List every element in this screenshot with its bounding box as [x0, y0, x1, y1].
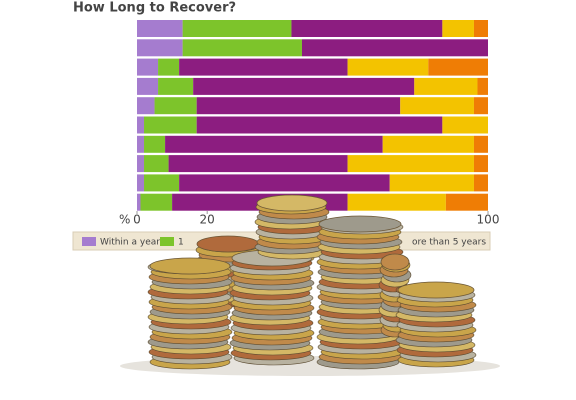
bar-segment	[347, 155, 474, 173]
legend-swatch	[160, 237, 174, 246]
legend: Within a year 1 ore than 5 years	[82, 237, 486, 248]
bar-segment	[137, 77, 159, 95]
bar-segment	[137, 58, 159, 76]
x-axis-label: %	[119, 213, 130, 227]
bar-segment	[473, 135, 488, 153]
bar-segment	[400, 97, 474, 115]
bar-segment	[473, 155, 488, 173]
bar-segment	[137, 97, 155, 115]
bar-segment	[158, 77, 194, 95]
coin-top	[318, 215, 402, 233]
bar-segment	[428, 58, 488, 76]
bar-segment	[347, 58, 429, 76]
bar-segment	[442, 20, 474, 37]
bar-segment	[137, 193, 141, 211]
x-tick-label: 0	[133, 213, 141, 227]
coin-top	[380, 253, 410, 271]
bar-segment	[144, 116, 197, 134]
bar-segment	[291, 20, 443, 37]
bar-segment	[137, 116, 145, 134]
bar-segment	[137, 135, 145, 153]
legend-label: ore than 5 years	[412, 238, 486, 248]
bar-segment	[389, 174, 474, 192]
bar-segment	[196, 97, 401, 115]
bar-segment	[179, 174, 390, 192]
bar-segment	[137, 39, 183, 57]
bar-segment	[179, 58, 348, 76]
bar-segment	[140, 193, 173, 211]
coin-top	[149, 257, 231, 275]
bar-segment	[301, 39, 488, 57]
bar-segment	[414, 77, 478, 95]
coin-top	[256, 194, 328, 212]
bar-segment	[144, 155, 169, 173]
bar-segment	[442, 116, 488, 134]
chart-title: How Long to Recover?	[73, 1, 236, 16]
coin-top	[397, 281, 475, 299]
bar-segment	[137, 155, 145, 173]
coin-top	[196, 235, 260, 253]
bar-segment	[165, 135, 383, 153]
bar-segment	[137, 174, 145, 192]
legend-swatch	[82, 237, 96, 246]
bar-segment	[182, 39, 302, 57]
x-tick-label: 100	[477, 213, 500, 227]
bar-segment	[473, 20, 488, 37]
bar-segment	[473, 97, 488, 115]
coins	[120, 194, 500, 376]
bar-segment	[347, 193, 446, 211]
bar-segment	[382, 135, 474, 153]
bar-segment	[168, 155, 348, 173]
bar-segment	[182, 20, 292, 37]
bar-segment	[193, 77, 415, 95]
legend-label: 1	[178, 238, 184, 248]
bar-segment	[158, 58, 180, 76]
bar-segment	[144, 174, 180, 192]
chart-area: 0 20 100	[133, 20, 499, 227]
bar-segment	[445, 193, 488, 211]
bar-segment	[473, 174, 488, 192]
bar-segment	[137, 20, 183, 37]
bar-segment	[154, 97, 197, 115]
bar-segment	[477, 77, 488, 95]
bar-segment	[144, 135, 166, 153]
legend-label: Within a year	[100, 238, 160, 248]
bar-segment	[196, 116, 443, 134]
x-tick-label: 20	[200, 213, 215, 227]
